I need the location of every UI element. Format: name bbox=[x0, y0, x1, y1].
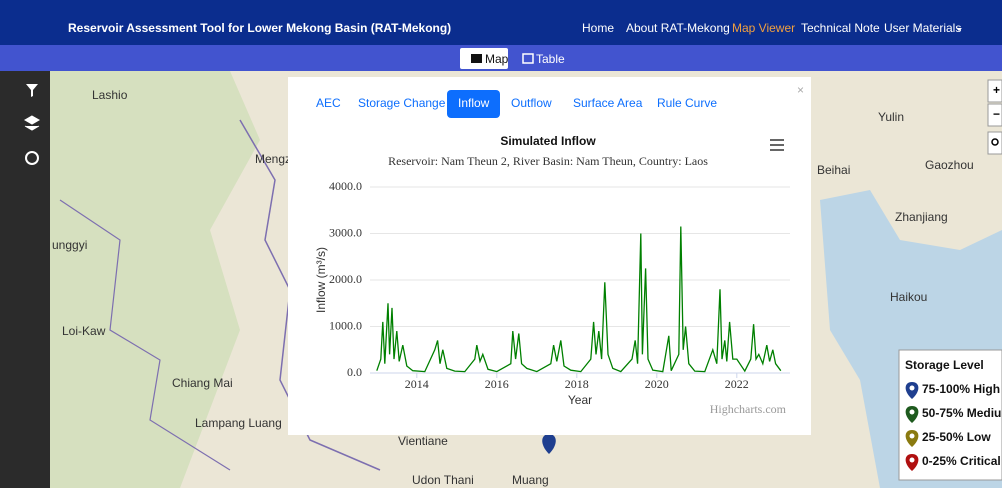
nav-link[interactable]: Home bbox=[582, 21, 614, 35]
tab[interactable]: Storage Change bbox=[358, 96, 446, 110]
map-label: Vientiane bbox=[398, 434, 448, 448]
map-label: Haikou bbox=[890, 290, 927, 304]
x-tick-label: 2022 bbox=[725, 377, 749, 391]
legend-pin-dot bbox=[910, 386, 915, 391]
map-label: unggyi bbox=[52, 238, 87, 252]
map-label: Chiang Mai bbox=[172, 376, 233, 390]
map-label: Muang bbox=[512, 473, 549, 487]
tab[interactable]: AEC bbox=[316, 96, 341, 110]
y-tick-label: 3000.0 bbox=[329, 225, 362, 239]
brand[interactable]: Reservoir Assessment Tool for Lower Meko… bbox=[68, 21, 451, 35]
nav-link[interactable]: User Materials bbox=[884, 21, 961, 35]
legend-pin-dot bbox=[910, 458, 915, 463]
x-axis-title: Year bbox=[568, 393, 592, 407]
screen: LashioMengzheunggyiLoi-KawChiang MaiLamp… bbox=[0, 0, 1002, 488]
credit[interactable]: Highcharts.com bbox=[710, 402, 787, 416]
chart-subtitle: Reservoir: Nam Theun 2, River Basin: Nam… bbox=[388, 154, 708, 168]
map-label: Yulin bbox=[878, 110, 904, 124]
zoom-out-icon: − bbox=[993, 107, 1000, 121]
x-tick-label: 2020 bbox=[645, 377, 669, 391]
tab[interactable]: Inflow bbox=[458, 96, 490, 110]
legend-pin-dot bbox=[910, 434, 915, 439]
map-label: Beihai bbox=[817, 163, 850, 177]
y-tick-label: 0.0 bbox=[347, 365, 362, 379]
search[interactable] bbox=[988, 132, 1002, 154]
page: LashioMengzheunggyiLoi-KawChiang MaiLamp… bbox=[0, 0, 1002, 488]
nav-link[interactable]: Technical Note bbox=[801, 21, 880, 35]
tab[interactable]: Rule Curve bbox=[657, 96, 717, 110]
y-tick-label: 1000.0 bbox=[329, 318, 362, 332]
legend-label: 25-50% Low bbox=[922, 430, 991, 444]
nav-link[interactable]: About RAT-Mekong bbox=[626, 21, 730, 35]
y-axis-title: Inflow (m³/s) bbox=[314, 247, 328, 313]
map-label: Lampang Luang bbox=[195, 416, 282, 430]
tab[interactable]: Outflow bbox=[511, 96, 552, 110]
x-tick-label: 2016 bbox=[485, 377, 509, 391]
x-tick-label: 2014 bbox=[405, 377, 429, 391]
y-tick-label: 2000.0 bbox=[329, 272, 362, 286]
legend-label: 50-75% Medium bbox=[922, 406, 1002, 420]
map-label: Udon Thani bbox=[412, 473, 474, 487]
close-button[interactable]: × bbox=[797, 83, 804, 97]
map-label: Lashio bbox=[92, 88, 128, 102]
zoom-in-icon: + bbox=[993, 83, 1000, 97]
nav-link[interactable]: Map Viewer bbox=[732, 21, 795, 35]
map-label: Gaozhou bbox=[925, 158, 974, 172]
legend-label: 75-100% High bbox=[922, 382, 1000, 396]
tab[interactable]: Surface Area bbox=[573, 96, 643, 110]
map-button-label[interactable]: Map bbox=[485, 52, 509, 66]
table-button-label[interactable]: Table bbox=[536, 52, 565, 66]
map-icon bbox=[471, 54, 482, 63]
chart-title: Simulated Inflow bbox=[500, 134, 596, 148]
map-label: Loi-Kaw bbox=[62, 324, 106, 338]
legend-label: 0-25% Critical bbox=[922, 454, 1001, 468]
legend-title: Storage Level bbox=[905, 358, 984, 372]
map-label: Zhanjiang bbox=[895, 210, 948, 224]
sidebar bbox=[0, 71, 50, 488]
legend-pin-dot bbox=[910, 410, 915, 415]
x-tick-label: 2018 bbox=[565, 377, 589, 391]
y-tick-label: 4000.0 bbox=[329, 179, 362, 193]
